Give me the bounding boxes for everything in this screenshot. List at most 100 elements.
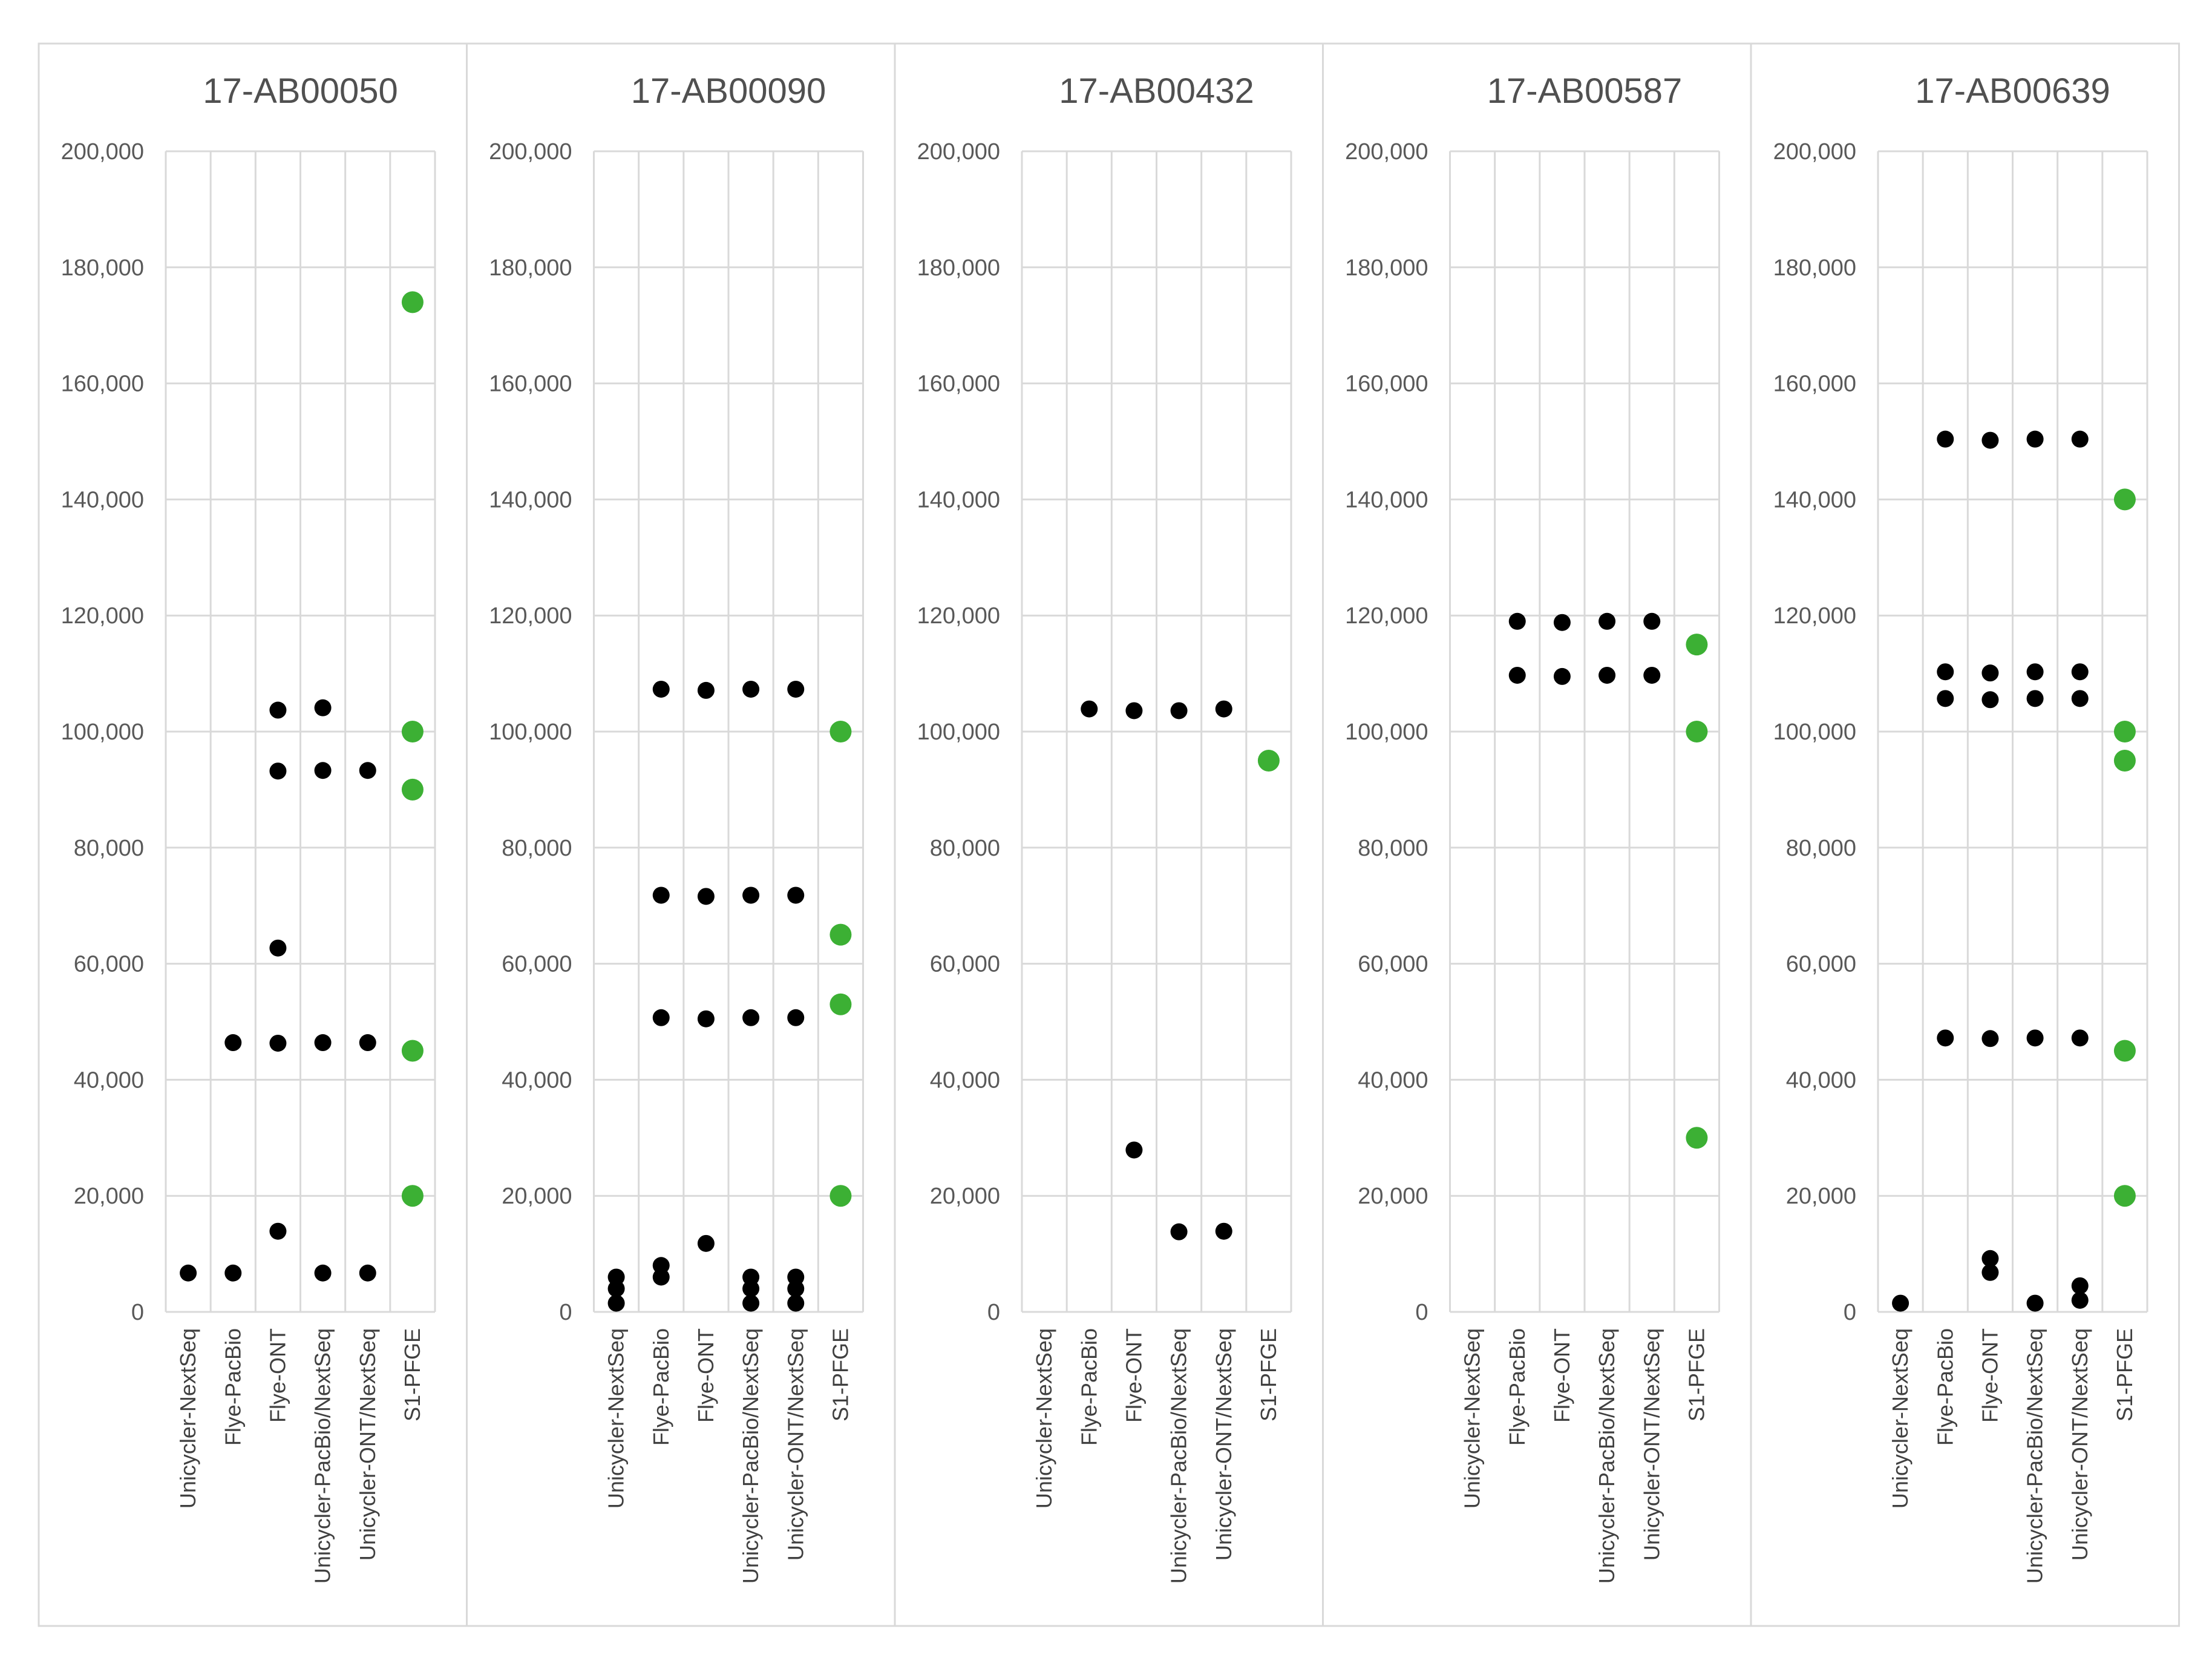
y-tick-label: 160,000 [1773, 372, 1856, 397]
point-assembly [742, 1280, 760, 1297]
x-tick-label-s1-pfge: S1-PFGE [400, 1328, 425, 1421]
point-assembly [1981, 431, 1999, 449]
point-assembly [314, 699, 332, 716]
point-assembly [314, 1264, 332, 1282]
point-assembly [787, 1009, 805, 1026]
y-tick-label: 60,000 [502, 952, 572, 977]
point-s1-pfge [830, 923, 852, 946]
point-s1-pfge [830, 721, 852, 742]
point-assembly [787, 887, 805, 904]
point-assembly [652, 680, 670, 698]
panel-17-ab00432: 17-AB00432 0 20,000 40,000 60,000 80,000 100,0… [917, 71, 1292, 1584]
y-tick-label: 200,000 [1345, 139, 1428, 165]
point-assembly [742, 1009, 760, 1026]
point-s1-pfge [401, 291, 424, 313]
x-tick-label-flye-pacbio: Flye-PacBio [1076, 1328, 1101, 1446]
point-assembly [1981, 691, 1999, 709]
point-assembly [269, 1034, 287, 1052]
panel-17-ab00090: 17-AB00090 0 20,000 40,000 60,000 80,000 100,0… [489, 71, 864, 1584]
point-s1-pfge [830, 1185, 852, 1207]
point-assembly [1553, 667, 1571, 685]
point-assembly [697, 1010, 715, 1027]
y-tick-label: 200,000 [1773, 139, 1856, 165]
x-tick-label-flye-ont: Flye-ONT [693, 1328, 718, 1423]
point-assembly [787, 680, 805, 698]
x-tick-label-s1-pfge: S1-PFGE [828, 1328, 852, 1421]
point-assembly [652, 1009, 670, 1026]
point-assembly [607, 1280, 625, 1297]
y-tick-label: 100,000 [1345, 719, 1428, 745]
y-tick-label: 120,000 [489, 603, 572, 629]
point-assembly [697, 1234, 715, 1252]
y-tick-label: 120,000 [1773, 603, 1856, 629]
y-tick-label: 0 [1844, 1300, 1856, 1325]
point-assembly [652, 1268, 670, 1286]
x-tick-label-flye-ont: Flye-ONT [1121, 1328, 1146, 1423]
point-assembly [269, 1222, 287, 1240]
point-assembly [1125, 1141, 1143, 1159]
point-s1-pfge [401, 778, 424, 801]
x-tick-label-unicycler-pacbio-nextseq: Unicycler-PacBio/NextSeq [1167, 1328, 1191, 1584]
x-tick-label-unicycler-nextseq: Unicycler-NextSeq [1888, 1328, 1913, 1509]
point-assembly [1598, 612, 1616, 630]
point-assembly [1643, 666, 1661, 684]
chart-title: 17-AB00050 [203, 71, 398, 111]
y-tick-label: 20,000 [1786, 1184, 1856, 1209]
point-assembly [697, 888, 715, 905]
point-assembly [2071, 1277, 2089, 1294]
point-s1-pfge [830, 993, 852, 1015]
y-tick-label: 20,000 [502, 1184, 572, 1209]
x-tick-label-flye-ont: Flye-ONT [265, 1328, 290, 1423]
y-tick-label: 80,000 [1786, 836, 1856, 861]
chart-title: 17-AB00639 [1915, 71, 2110, 111]
point-assembly [742, 1268, 760, 1286]
chart-title: 17-AB00432 [1059, 71, 1254, 111]
x-tick-label-flye-ont: Flye-ONT [1977, 1328, 2002, 1423]
y-tick-label: 20,000 [74, 1184, 144, 1209]
x-tick-label-unicycler-ont-nextseq: Unicycler-ONT/NextSeq [1211, 1328, 1236, 1561]
y-tick-label: 100,000 [917, 719, 1000, 745]
y-tick-label: 120,000 [61, 603, 144, 629]
point-assembly [269, 701, 287, 719]
point-assembly [607, 1294, 625, 1312]
point-assembly [224, 1034, 242, 1052]
point-assembly [269, 939, 287, 957]
chart-title: 17-AB00090 [631, 71, 826, 111]
point-s1-pfge [1686, 634, 1708, 656]
y-tick-label: 60,000 [1786, 952, 1856, 977]
y-tick-label: 180,000 [489, 255, 572, 281]
y-tick-label: 20,000 [1358, 1184, 1428, 1209]
point-assembly [1981, 1263, 1999, 1281]
y-tick-label: 0 [131, 1300, 144, 1325]
point-assembly [1981, 1250, 1999, 1267]
x-tick-label-flye-pacbio: Flye-PacBio [1505, 1328, 1530, 1446]
y-tick-label: 180,000 [1773, 255, 1856, 281]
y-tick-label: 40,000 [930, 1067, 1000, 1093]
y-tick-label: 180,000 [61, 255, 144, 281]
point-assembly [1598, 666, 1616, 684]
point-assembly [652, 887, 670, 904]
point-assembly [359, 1034, 376, 1052]
y-tick-label: 40,000 [1358, 1067, 1428, 1093]
point-assembly [359, 762, 376, 779]
y-tick-label: 180,000 [917, 255, 1000, 281]
point-assembly [2071, 1291, 2089, 1309]
point-assembly [1937, 663, 1954, 681]
point-assembly [787, 1268, 805, 1286]
x-tick-label-unicycler-pacbio-nextseq: Unicycler-PacBio/NextSeq [1594, 1328, 1619, 1584]
y-tick-label: 160,000 [1345, 372, 1428, 397]
x-tick-label-unicycler-ont-nextseq: Unicycler-ONT/NextSeq [2067, 1328, 2092, 1561]
x-tick-label-unicycler-ont-nextseq: Unicycler-ONT/NextSeq [1639, 1328, 1664, 1561]
point-assembly [1215, 1222, 1232, 1240]
y-tick-label: 180,000 [1345, 255, 1428, 281]
point-assembly [697, 681, 715, 699]
x-tick-label-unicycler-ont-nextseq: Unicycler-ONT/NextSeq [355, 1328, 380, 1561]
x-tick-label-unicycler-pacbio-nextseq: Unicycler-PacBio/NextSeq [738, 1328, 763, 1584]
point-assembly [787, 1294, 805, 1312]
point-s1-pfge [401, 1185, 424, 1207]
point-assembly [1508, 612, 1526, 630]
chart-title: 17-AB00587 [1487, 71, 1682, 111]
point-assembly [1125, 702, 1143, 719]
point-assembly [742, 887, 760, 904]
